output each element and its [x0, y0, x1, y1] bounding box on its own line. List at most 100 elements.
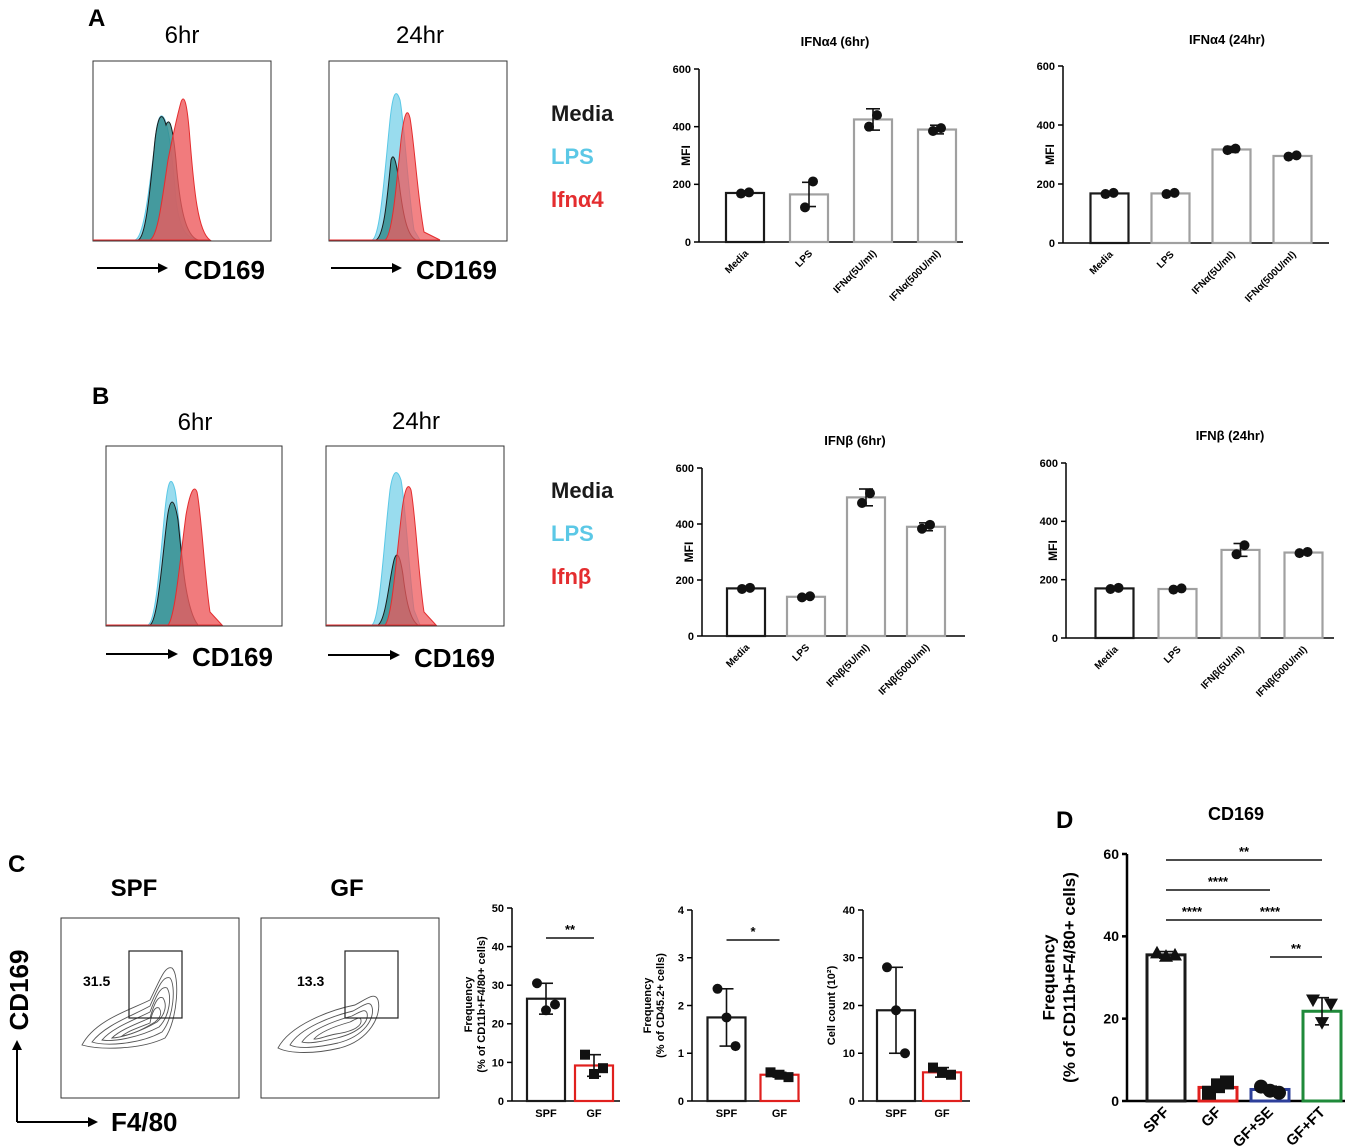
legend-a-lps: LPS — [551, 144, 594, 169]
y-axis-label-line: Frequency — [463, 976, 475, 1033]
y-axis-label-line: Cell count (10²) — [826, 965, 838, 1045]
data-point — [1176, 583, 1187, 594]
data-point — [1324, 998, 1338, 1012]
y-tick-label: 30 — [843, 953, 855, 965]
data-point — [1168, 947, 1182, 961]
hist-a-6hr-ifn-curve — [93, 98, 212, 241]
y-tick-label: 40 — [1103, 928, 1119, 944]
chart-title: IFNβ (24hr) — [1196, 428, 1265, 443]
y-tick-label: 20 — [843, 1000, 855, 1012]
panel-letter-d: D — [1056, 807, 1073, 834]
hist-b-24hr-ifn-curve — [326, 486, 438, 626]
y-tick-label: 0 — [849, 1096, 855, 1108]
hist-b-24hr-axis-label: CD169 — [414, 643, 495, 673]
x-tick-label: GF — [1198, 1104, 1225, 1131]
data-point — [936, 123, 946, 134]
data-point — [532, 978, 542, 989]
bar — [1150, 192, 1191, 245]
data-point — [580, 1049, 590, 1060]
y-axis-label: MFI — [1043, 144, 1057, 165]
data-point — [1306, 994, 1320, 1008]
y-tick-label: 200 — [673, 179, 691, 191]
significance-label: * — [750, 924, 756, 939]
x-tick-label: IFNα(5U/ml) — [1190, 249, 1237, 296]
data-point — [550, 999, 560, 1010]
data-point — [721, 1012, 732, 1023]
y-axis-label-line: MFI — [1043, 144, 1057, 165]
x-tick-label: GF — [586, 1108, 602, 1120]
flow-spf-gate — [128, 950, 183, 1019]
bar — [1272, 154, 1313, 245]
bar — [845, 496, 887, 638]
y-tick-label: 0 — [1111, 1093, 1119, 1109]
y-tick-label: 40 — [843, 905, 855, 917]
y-tick-label: 0 — [1052, 633, 1058, 645]
x-tick-label: GF — [772, 1108, 788, 1120]
data-point — [744, 187, 754, 198]
y-tick-label: 20 — [1103, 1011, 1119, 1027]
x-tick-label: GF+FT — [1283, 1104, 1329, 1147]
x-tick-label: IFNβ(5U/ml) — [825, 642, 872, 689]
bar — [724, 191, 766, 244]
flow-spf-frame — [60, 917, 240, 1099]
hist-a-title-24hr: 24hr — [396, 22, 444, 49]
y-tick-label: 400 — [1040, 516, 1058, 528]
bar — [1283, 551, 1324, 640]
panel-b-histograms: 6hr 24hr CD169 CD169 Media LPS Ifnβ — [105, 408, 614, 673]
bar — [785, 595, 827, 638]
bar — [905, 525, 947, 638]
hist-b-24hr-curves — [326, 472, 438, 626]
legend-b-media: Media — [551, 478, 614, 503]
chart-c3: 0 10 20 30 40 Cell count (10²) SPF GF — [826, 905, 970, 1120]
y-tick-label: 600 — [673, 64, 691, 76]
legend-b-ifn: Ifnβ — [551, 564, 591, 589]
data-point — [928, 125, 938, 136]
hist-b-6hr-curves — [106, 480, 224, 626]
chart-title: IFNα4 (24hr) — [1189, 32, 1265, 47]
y-tick-label: 20 — [492, 1019, 504, 1031]
chart-b1: IFNβ (6hr) 0 200 400 600 MFI Media LPS IFNβ(5U/m… — [676, 433, 965, 698]
data-point — [1150, 945, 1164, 959]
data-point — [1161, 189, 1172, 200]
data-point — [765, 1067, 776, 1078]
hist-a-24hr-curves — [329, 93, 441, 241]
y-tick-label: 10 — [492, 1057, 504, 1069]
panel-c-flow-plots: SPF GF 31.5 13.3 CD169 F4/80 — [4, 875, 440, 1137]
data-point — [736, 188, 746, 199]
y-axis-label-line: Frequency — [1040, 934, 1059, 1021]
data-point — [928, 1062, 938, 1073]
data-point — [1168, 584, 1179, 595]
chart-a1: IFNα4 (6hr) 0 200 400 600 MFI Media LPS IFNα(5U/… — [673, 34, 963, 304]
bar — [1094, 587, 1135, 640]
data-point — [783, 1072, 794, 1083]
data-point — [1294, 548, 1305, 559]
y-axis-label-line: MFI — [679, 145, 693, 166]
panel-a-histograms: 6hr 24hr CD169 CD169 Media LPS Ifnα4 — [92, 22, 614, 285]
hist-b-6hr-frame — [105, 445, 283, 627]
y-axis-label-line: (% of CD11b+F4/80+ cells) — [476, 936, 488, 1073]
panel-letter-a: A — [88, 5, 105, 32]
x-tick-label: SPF — [1140, 1104, 1173, 1137]
data-point — [797, 592, 807, 603]
data-point — [917, 523, 927, 534]
data-point — [1100, 189, 1111, 200]
hist-a-title-6hr: 6hr — [165, 22, 200, 49]
y-tick-label: 3 — [678, 953, 684, 965]
data-point — [864, 121, 874, 132]
data-point — [1272, 1085, 1286, 1100]
legend-a-media: Media — [551, 101, 614, 126]
y-tick-label: 30 — [492, 980, 504, 992]
x-tick-label: GF+SE — [1230, 1104, 1277, 1147]
data-point — [805, 591, 815, 602]
y-axis-label-line: Frequency — [642, 977, 654, 1034]
y-axis-label: MFI — [679, 145, 693, 166]
x-tick-label: SPF — [885, 1108, 907, 1120]
x-tick-label: IFNβ(500U/ml) — [877, 642, 932, 697]
hist-b-6hr-axis-label: CD169 — [192, 642, 273, 672]
y-tick-label: 0 — [498, 1096, 504, 1108]
y-tick-label: 400 — [1037, 120, 1055, 132]
y-tick-label: 400 — [676, 519, 694, 531]
y-axis-label-line: MFI — [1046, 540, 1060, 561]
y-tick-label: 200 — [676, 575, 694, 587]
